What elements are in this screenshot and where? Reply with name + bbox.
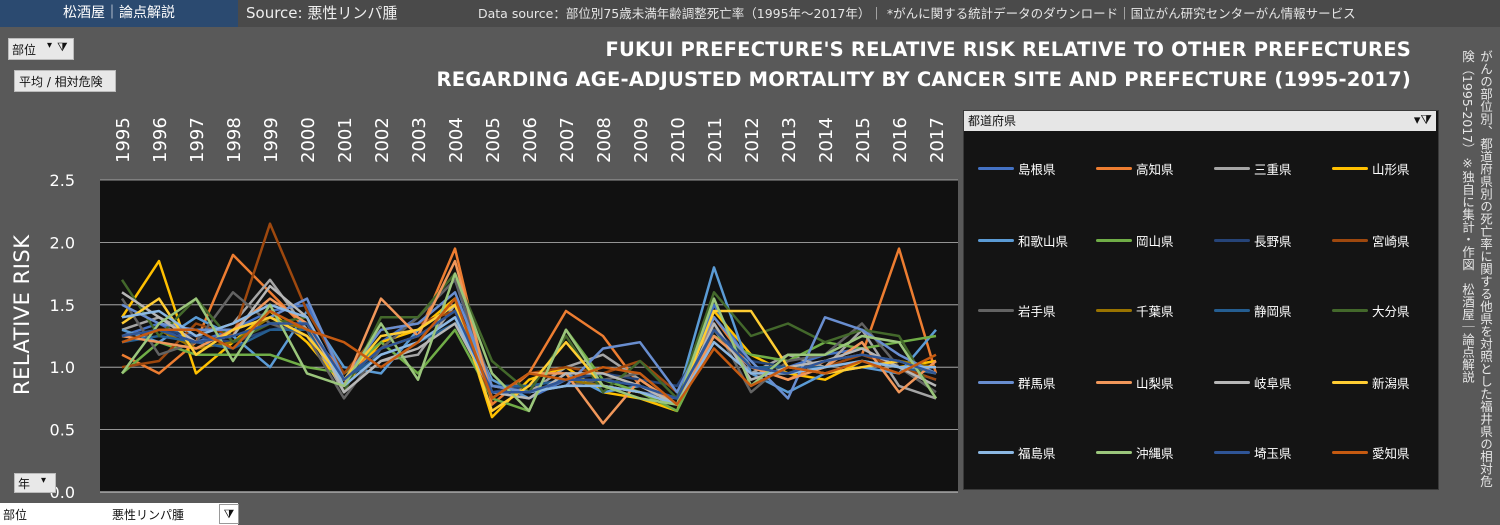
legend-swatch xyxy=(978,380,1014,384)
legend-item[interactable]: 千葉県 xyxy=(1096,301,1174,319)
legend-item[interactable]: 宮崎県 xyxy=(1332,231,1410,249)
data-source-label: Data source：部位別75歳未満年齢調整死亡率（1995年～2017年）… xyxy=(478,6,1356,21)
legend-label: 福島県 xyxy=(1018,445,1056,461)
y-axis-label: RELATIVE RISK xyxy=(10,234,34,396)
filter-icon[interactable]: ⧩ xyxy=(219,504,239,524)
bottom-filter-value[interactable]: 悪性リンパ腫 xyxy=(112,508,185,522)
legend-label: 群馬県 xyxy=(1018,375,1056,391)
legend-item[interactable]: 高知県 xyxy=(1096,159,1174,177)
legend-label: 新潟県 xyxy=(1372,375,1410,391)
legend-swatch xyxy=(1332,308,1368,312)
legend-label: 埼玉県 xyxy=(1254,445,1292,461)
top-bar: 松酒屋｜論点解説 Source: 悪性リンパ腫 Data source：部位別7… xyxy=(0,0,1500,27)
legend-label: 大分県 xyxy=(1372,303,1410,319)
legend-item[interactable]: 埼玉県 xyxy=(1214,443,1292,461)
legend-item[interactable]: 山形県 xyxy=(1332,159,1410,177)
legend-swatch xyxy=(1214,380,1250,384)
legend-label: 和歌山県 xyxy=(1018,233,1069,249)
legend-label: 静岡県 xyxy=(1254,303,1292,319)
legend-swatch xyxy=(1214,238,1250,242)
legend-label: 高知県 xyxy=(1136,161,1174,177)
average-button-label: 平均 / 相対危険 xyxy=(19,75,103,89)
dropdown-arrow-icon: ▾ xyxy=(41,475,47,486)
legend-swatch xyxy=(1214,450,1250,454)
legend-label: 三重県 xyxy=(1254,161,1292,177)
legend-label: 岡山県 xyxy=(1136,233,1174,249)
legend-label: 岐阜県 xyxy=(1254,375,1292,391)
legend-swatch xyxy=(978,308,1014,312)
filter-icon: ⧩ xyxy=(57,40,68,54)
legend-item[interactable]: 岩手県 xyxy=(978,301,1056,319)
legend-item[interactable]: 長野県 xyxy=(1214,231,1292,249)
legend-label: 長野県 xyxy=(1254,233,1292,249)
legend-swatch xyxy=(1214,308,1250,312)
legend-swatch xyxy=(978,450,1014,454)
prefecture-filter-header[interactable]: 都道府県 ▾⧩ xyxy=(964,111,1436,131)
legend-swatch xyxy=(978,238,1014,242)
legend-item[interactable]: 沖縄県 xyxy=(1096,443,1174,461)
legend-item[interactable]: 大分県 xyxy=(1332,301,1410,319)
legend-item[interactable]: 岐阜県 xyxy=(1214,373,1292,391)
legend-swatch xyxy=(978,166,1014,170)
source-label: Source: 悪性リンパ腫 xyxy=(246,4,398,22)
legend-item[interactable]: 静岡県 xyxy=(1214,301,1292,319)
legend-swatch xyxy=(1096,166,1132,170)
legend-label: 宮崎県 xyxy=(1372,233,1410,249)
legend-header-label: 都道府県 xyxy=(968,114,1017,128)
site-filter-button[interactable]: 部位 ▾ ⧩ xyxy=(8,38,74,60)
legend-swatch xyxy=(1096,380,1132,384)
brand-label: 松酒屋｜論点解説 xyxy=(0,0,238,27)
legend-item[interactable]: 愛知県 xyxy=(1332,443,1410,461)
legend-item[interactable]: 福島県 xyxy=(978,443,1056,461)
legend-item[interactable]: 島根県 xyxy=(978,159,1056,177)
legend-item[interactable]: 群馬県 xyxy=(978,373,1056,391)
legend-item[interactable]: 三重県 xyxy=(1214,159,1292,177)
dropdown-arrow-icon: ▾ xyxy=(47,40,53,51)
year-filter-button[interactable]: 年 ▾ xyxy=(14,473,56,493)
filter-icon[interactable]: ▾⧩ xyxy=(1413,113,1432,128)
legend-swatch xyxy=(1332,380,1368,384)
chart-title: FUKUI PREFECTURE'S RELATIVE RISK RELATIV… xyxy=(605,38,1411,61)
legend-panel: 都道府県 ▾⧩ 島根県 高知県 三重県 山形県和歌山県 岡山県 長野県 宮崎県岩手県 千葉県 静… xyxy=(963,110,1439,490)
side-note: がんの部位別、都道府県別の死亡率に関する他県を対照とした福井県の相対危険（199… xyxy=(1460,50,1493,488)
legend-swatch xyxy=(1096,238,1132,242)
legend-item[interactable]: 新潟県 xyxy=(1332,373,1410,391)
legend-label: 山形県 xyxy=(1372,161,1410,177)
legend-label: 島根県 xyxy=(1018,161,1056,177)
average-relative-risk-button[interactable]: 平均 / 相対危険 xyxy=(14,70,116,92)
legend-label: 愛知県 xyxy=(1372,445,1410,461)
site-filter-label: 部位 xyxy=(12,43,37,57)
legend-label: 沖縄県 xyxy=(1136,445,1174,461)
bottom-filter-label: 部位 xyxy=(3,508,28,522)
legend-label: 山梨県 xyxy=(1136,375,1174,391)
legend-item[interactable]: 山梨県 xyxy=(1096,373,1174,391)
legend-swatch xyxy=(1214,166,1250,170)
legend-label: 千葉県 xyxy=(1136,303,1174,319)
chart-subtitle: REGARDING AGE-ADJUSTED MORTALITY BY CANC… xyxy=(436,68,1411,91)
legend-swatch xyxy=(1332,450,1368,454)
legend-item[interactable]: 和歌山県 xyxy=(978,231,1068,249)
legend-swatch xyxy=(1096,308,1132,312)
legend-label: 岩手県 xyxy=(1018,303,1056,319)
legend-swatch xyxy=(1096,450,1132,454)
legend-swatch xyxy=(1332,166,1368,170)
legend-item[interactable]: 岡山県 xyxy=(1096,231,1174,249)
legend-swatch xyxy=(1332,238,1368,242)
year-filter-label: 年 xyxy=(18,477,31,491)
bottom-filter-bar: 部位 悪性リンパ腫 ⧩ xyxy=(0,503,239,525)
